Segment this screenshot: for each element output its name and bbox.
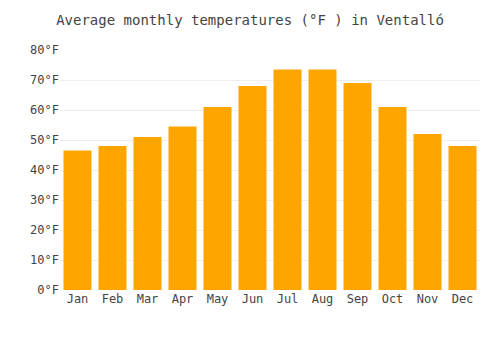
svg-text:30°F: 30°F <box>30 193 59 207</box>
svg-text:40°F: 40°F <box>30 163 59 177</box>
svg-text:Apr: Apr <box>172 292 194 306</box>
svg-text:Average monthly temperatures (: Average monthly temperatures (°F ) in Ve… <box>56 12 444 28</box>
svg-text:May: May <box>207 292 229 306</box>
svg-text:10°F: 10°F <box>30 253 59 267</box>
svg-text:Jun: Jun <box>242 292 264 306</box>
svg-text:Oct: Oct <box>382 292 404 306</box>
svg-text:Aug: Aug <box>312 292 334 306</box>
svg-text:80°F: 80°F <box>30 43 59 57</box>
svg-text:Feb: Feb <box>102 292 124 306</box>
svg-text:50°F: 50°F <box>30 133 59 147</box>
svg-text:0°F: 0°F <box>37 283 59 297</box>
svg-text:70°F: 70°F <box>30 73 59 87</box>
svg-text:Sep: Sep <box>347 292 369 306</box>
svg-text:Jan: Jan <box>67 292 89 306</box>
svg-text:Nov: Nov <box>417 292 439 306</box>
svg-text:20°F: 20°F <box>30 223 59 237</box>
svg-text:Mar: Mar <box>137 292 159 306</box>
svg-text:Dec: Dec <box>452 292 474 306</box>
svg-text:Jul: Jul <box>277 292 299 306</box>
svg-text:60°F: 60°F <box>30 103 59 117</box>
